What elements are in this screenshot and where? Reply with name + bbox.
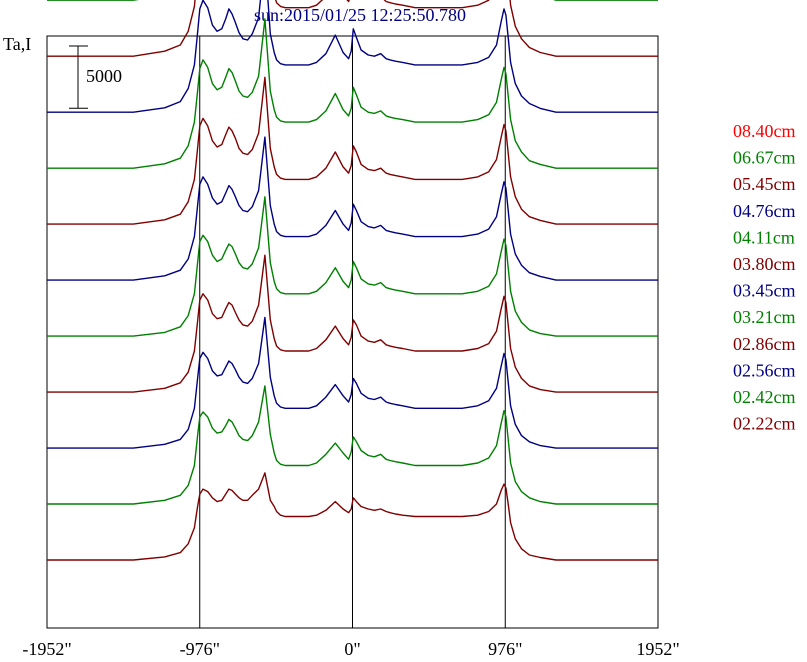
legend-entry: 03.21cm [733, 307, 796, 327]
series-line-04.76cm [47, 0, 658, 113]
series-line-02.22cm [47, 472, 658, 561]
series-line-04.11cm [47, 18, 658, 169]
x-tick-label: 976" [488, 639, 522, 659]
scale-bar-label: 5000 [86, 66, 122, 86]
series-lines [47, 0, 658, 561]
x-tick-label: 0" [344, 639, 360, 659]
x-tick-label: 1952" [636, 639, 679, 659]
legend-entry: 04.76cm [733, 201, 796, 221]
chart-title: sun:2015/01/25 12:25:50.780 [254, 5, 466, 25]
legend-entry: 03.80cm [733, 254, 796, 274]
series-line-02.86cm [47, 254, 658, 393]
x-tick-label: -976" [180, 639, 220, 659]
legend-entry: 06.67cm [733, 148, 796, 168]
legend-entry: 04.11cm [733, 227, 795, 247]
legend-entry: 02.86cm [733, 334, 796, 354]
series-line-02.42cm [47, 385, 658, 505]
series-line-03.45cm [47, 136, 658, 281]
legend-entry: 08.40cm [733, 121, 796, 141]
legend-entry: 02.42cm [733, 387, 796, 407]
series-line-02.56cm [47, 316, 658, 449]
legend-entry: 02.22cm [733, 414, 796, 434]
x-tick-label: -1952" [22, 639, 71, 659]
legend: 08.40cm 06.67cm 05.45cm 04.76cm 04.11cm 03.80… [733, 121, 796, 434]
x-tick-labels: -1952" -976" 0" 976" 1952" [22, 639, 679, 659]
legend-entry: 03.45cm [733, 281, 796, 301]
series-line-03.80cm [47, 76, 658, 225]
legend-entry: 05.45cm [733, 174, 796, 194]
y-axis-label: Ta,I [3, 34, 31, 54]
series-line-03.21cm [47, 196, 658, 337]
scale-bar: 5000 [69, 45, 122, 109]
legend-entry: 02.56cm [733, 360, 796, 380]
